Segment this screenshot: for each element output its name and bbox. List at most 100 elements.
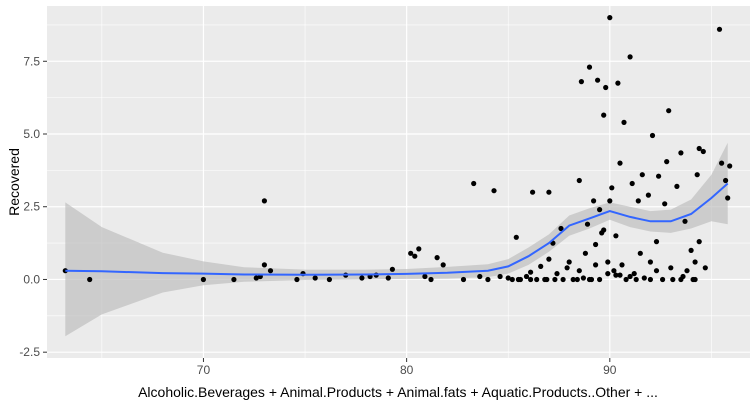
data-point [471,180,477,187]
data-point [389,266,395,272]
data-point [702,265,708,271]
data-point [631,271,637,277]
data-point [694,172,700,178]
data-point [605,271,611,277]
data-point [231,276,237,283]
y-tick-label: -2.5 [19,345,40,359]
data-point [485,276,491,283]
data-point [497,273,503,280]
data-point [619,262,625,268]
data-point [700,148,706,155]
data-point [684,268,690,274]
data-point [597,276,603,283]
y-tick-label: 0.0 [23,272,40,286]
data-point [593,241,599,248]
panel-background [47,6,750,358]
data-point [564,265,570,271]
data-point [609,185,615,191]
y-tick-label: 2.5 [23,200,40,214]
data-point [554,271,560,277]
data-point [416,246,422,252]
x-tick-label: 80 [400,363,414,377]
x-tick-label: 90 [603,363,617,377]
x-axis-ticks: 70 80 90 [197,358,617,377]
data-point [491,188,497,194]
data-point [505,275,511,281]
minor-gridlines [47,6,750,358]
y-tick-label: 5.0 [23,127,40,141]
data-point [627,54,633,60]
data-point [647,276,654,283]
data-point [674,183,680,189]
data-point [639,172,645,178]
data-point [727,163,733,169]
data-point [662,201,668,207]
data-point [253,275,259,281]
data-point [513,234,519,240]
data-point [422,273,428,280]
data-point [428,276,434,283]
data-point [678,150,684,156]
data-point [613,272,619,278]
data-point [605,259,611,265]
data-point [611,268,617,274]
data-point [408,250,414,256]
data-point [656,173,662,179]
data-point [627,273,633,280]
data-point [546,256,552,262]
data-point [682,218,688,224]
data-point [576,268,582,274]
data-point [723,177,729,184]
data-point [623,276,629,283]
data-point [593,262,599,268]
data-point [668,265,674,271]
data-point [688,247,694,253]
data-point [477,273,483,280]
y-axis-ticks: -2.5 0.0 2.5 5.0 7.5 [19,54,47,359]
data-point [326,276,332,283]
data-point [200,276,206,283]
data-point [434,255,440,261]
data-point [696,239,702,245]
data-point [312,275,318,281]
data-point [647,259,654,265]
data-point [653,239,660,245]
data-point [566,259,572,265]
data-point [696,145,702,152]
data-point [603,84,609,91]
data-point [653,268,660,274]
data-point [649,132,656,139]
data-point [440,262,446,268]
data-point [666,108,672,114]
data-point [591,198,597,204]
data-point [546,189,552,195]
data-point [635,198,641,204]
data-point [544,276,550,283]
data-point [660,276,666,283]
data-point [692,259,698,265]
data-point [607,198,613,204]
data-points [62,15,733,283]
data-point [460,276,467,283]
x-axis-title: Alcoholic.Beverages + Animal.Products + … [138,384,658,400]
y-tick-label: 7.5 [23,54,40,68]
data-point [678,276,684,283]
data-point [601,227,607,233]
data-point [294,276,300,283]
data-point [582,250,589,256]
data-point [613,233,619,239]
x-tick-label: 70 [197,363,211,377]
data-point [633,276,639,283]
data-point [586,64,593,70]
data-point [617,272,623,278]
data-point [692,276,698,283]
data-point [530,189,536,195]
data-point [629,180,635,187]
y-axis-title: Recovered [6,148,22,216]
data-point [538,263,544,269]
data-point [412,253,418,259]
data-point [580,275,587,281]
data-point [719,160,725,166]
data-point [509,276,515,283]
